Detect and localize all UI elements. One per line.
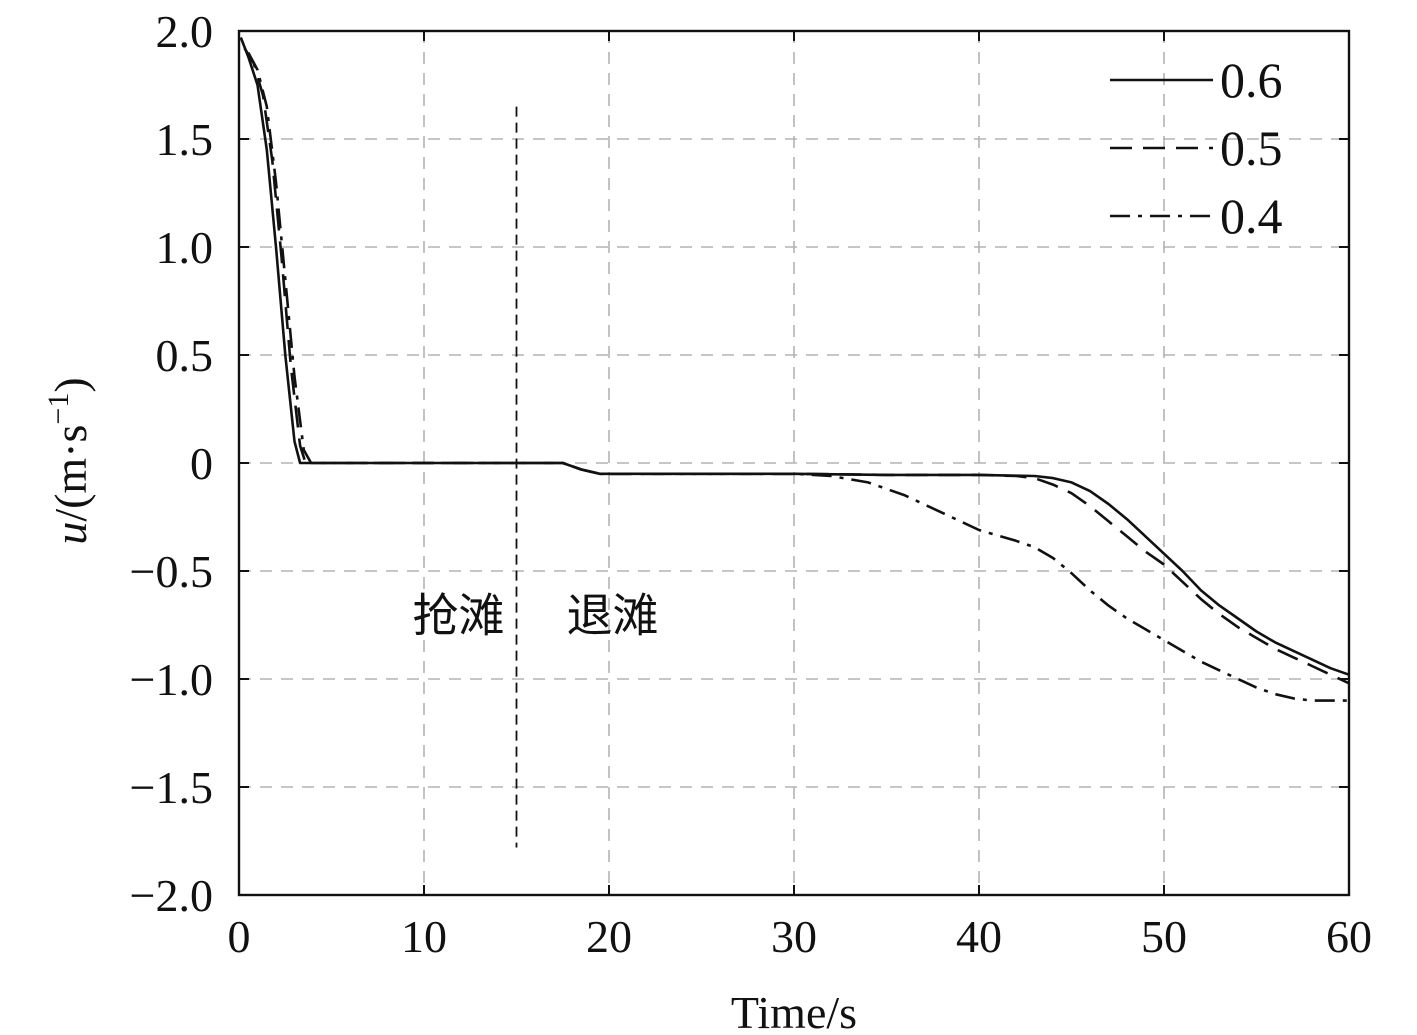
x-tick-label: 40 xyxy=(956,911,1002,962)
stage-annotations: 抢滩 退滩 xyxy=(413,106,659,848)
y-tick-label: 1.0 xyxy=(156,222,214,273)
y-tick-label: −1.5 xyxy=(130,762,213,813)
series-line-0.6 xyxy=(239,37,1350,676)
y-tick-label: −0.5 xyxy=(130,546,213,597)
series-line-0.5 xyxy=(243,47,1350,685)
axis-titles: Time/s u/(m·s−1) xyxy=(42,377,857,1035)
y-tick-label: 0 xyxy=(190,438,213,489)
legend-label: 0.5 xyxy=(1220,120,1283,176)
y-tick-label: 0.5 xyxy=(156,330,214,381)
y-axis-title-close: ) xyxy=(45,377,96,392)
x-axis-ticks: 0 10 20 30 40 50 60 xyxy=(228,31,1372,962)
legend-label: 0.6 xyxy=(1220,52,1283,108)
x-tick-label: 30 xyxy=(771,911,817,962)
x-axis-title: Time/s xyxy=(731,987,857,1035)
x-tick-label: 10 xyxy=(401,911,447,962)
y-axis-title-unit: /(m·s xyxy=(45,425,96,522)
y-tick-label: −1.0 xyxy=(130,654,213,705)
legend-label: 0.4 xyxy=(1220,188,1283,244)
y-axis-title-variable: u xyxy=(45,522,96,545)
legend: 0.6 0.5 0.4 xyxy=(1110,52,1283,244)
y-tick-label: 2.0 xyxy=(156,6,214,57)
series-lines xyxy=(239,37,1350,702)
series-line-0.4 xyxy=(247,51,1349,702)
x-tick-label: 60 xyxy=(1326,911,1372,962)
y-axis-ticks: 2.0 1.5 1.0 0.5 0 −0.5 −1.0 −1.5 −2.0 xyxy=(130,6,1349,921)
y-tick-label: −2.0 xyxy=(130,870,213,921)
annotation-right-label: 退滩 xyxy=(567,588,659,642)
annotation-left-label: 抢滩 xyxy=(413,588,505,642)
x-tick-label: 20 xyxy=(586,911,632,962)
y-axis-title-exponent: −1 xyxy=(42,393,75,425)
y-axis-title: u/(m·s−1) xyxy=(42,377,96,544)
x-tick-label: 50 xyxy=(1141,911,1187,962)
x-tick-label: 0 xyxy=(228,911,251,962)
grid xyxy=(239,31,1349,895)
y-tick-label: 1.5 xyxy=(156,114,214,165)
